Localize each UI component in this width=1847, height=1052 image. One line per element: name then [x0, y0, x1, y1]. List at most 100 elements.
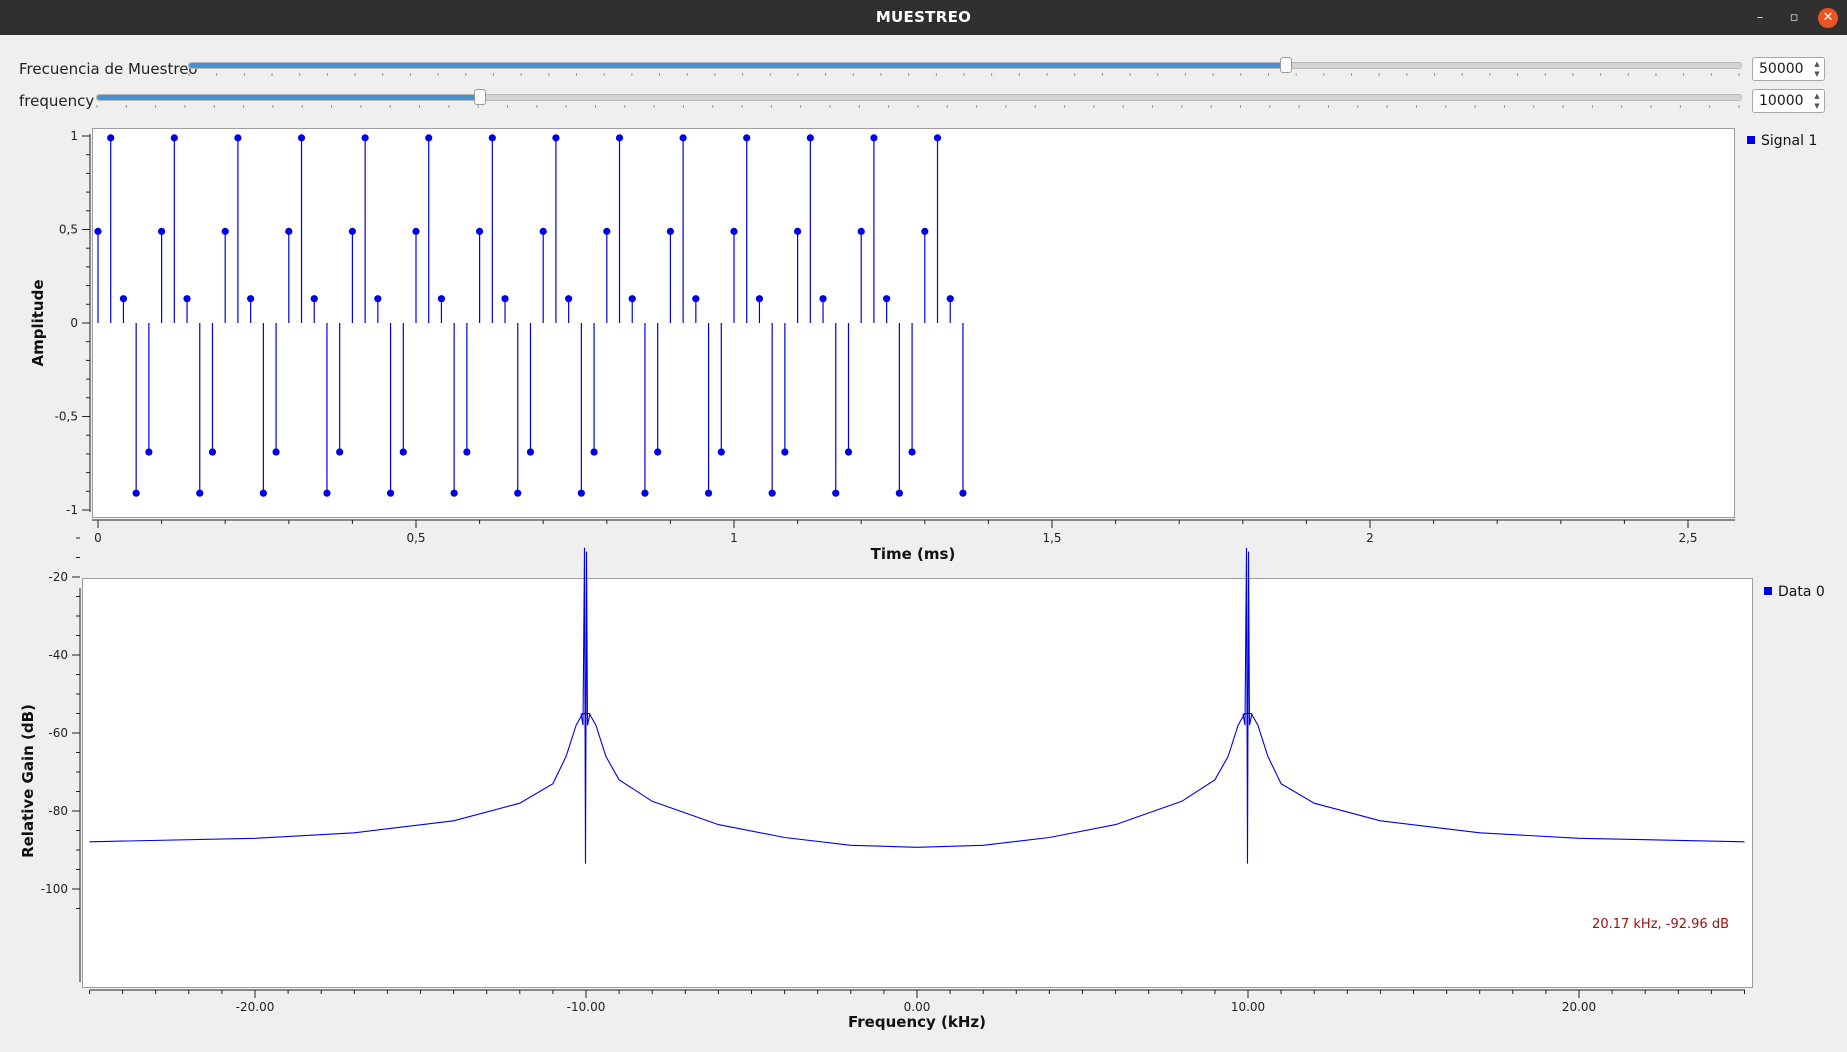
legend-swatch: [1764, 587, 1772, 595]
x-tick-label: 0.00: [904, 1000, 931, 1014]
spectrum-curve: [89, 712, 1745, 848]
stem-marker: [107, 134, 115, 142]
y-tick-label: -0,5: [55, 410, 78, 424]
stem-marker: [666, 227, 675, 235]
x-tick-label: 2,5: [1678, 531, 1697, 545]
stem-marker: [208, 448, 217, 456]
frequency-slider-ticks: [96, 105, 1740, 108]
stem-marker: [145, 448, 153, 456]
sampling-rate-slider[interactable]: [188, 57, 1742, 73]
stem-marker: [361, 134, 369, 142]
legend-label-signal-1: Signal 1: [1761, 133, 1818, 149]
y-tick-label: 0,5: [59, 223, 78, 237]
stem-marker: [170, 134, 178, 142]
stem-marker: [234, 134, 242, 142]
freq-plot-legend[interactable]: Data 0: [1764, 584, 1825, 600]
sampling-rate-slider-handle[interactable]: [1280, 57, 1293, 73]
x-tick-label: 1: [730, 531, 738, 545]
title-bar: MUESTREO – ▫ ✕: [0, 0, 1847, 35]
stem-marker: [603, 227, 611, 235]
stem-marker: [844, 448, 853, 456]
stem-marker: [692, 295, 700, 303]
stem-marker: [386, 489, 395, 497]
stem-marker: [819, 295, 827, 303]
stem-marker: [514, 489, 522, 497]
stem-marker: [679, 134, 687, 142]
stem-marker: [806, 134, 814, 142]
y-axis-title: Relative Gain (dB): [19, 704, 37, 858]
x-tick-label: 0: [94, 531, 102, 545]
stem-marker: [476, 227, 484, 235]
stem-marker: [883, 295, 891, 303]
freq-plot-canvas[interactable]: [82, 578, 1753, 988]
stem-marker: [577, 489, 585, 497]
spin-arrows-icon[interactable]: ▲ ▼: [1814, 92, 1820, 110]
stem-marker: [717, 448, 725, 456]
stem-marker: [247, 295, 255, 303]
sampling-rate-value[interactable]: 50000: [1759, 61, 1804, 77]
stem-marker: [488, 134, 496, 142]
stem-marker: [183, 295, 191, 303]
stem-marker: [323, 489, 331, 497]
stem-marker: [297, 134, 306, 142]
stem-marker: [552, 134, 560, 142]
stem-marker: [272, 448, 280, 456]
stem-marker: [781, 448, 789, 456]
stem-marker: [704, 489, 713, 497]
legend-label-data-0: Data 0: [1778, 584, 1825, 600]
y-axis-title: Amplitude: [29, 279, 47, 366]
stem-marker: [501, 295, 509, 303]
stem-marker: [946, 295, 954, 303]
time-plot-legend[interactable]: Signal 1: [1747, 133, 1817, 149]
spectrum-peak: [1242, 547, 1253, 864]
y-tick-label: 1: [70, 129, 78, 143]
sampling-rate-spinbox[interactable]: 50000 ▲ ▼: [1752, 57, 1825, 81]
stem-marker: [399, 448, 407, 456]
x-axis-title: Time (ms): [871, 545, 956, 563]
y-tick-label: -80: [48, 804, 68, 818]
x-tick-label: 2: [1366, 531, 1374, 545]
stem-marker: [857, 227, 865, 235]
maximize-icon[interactable]: ▫: [1789, 10, 1799, 25]
sampling-rate-label: Frecuencia de Muestreo: [19, 60, 198, 78]
stem-marker: [158, 227, 166, 235]
stem-marker: [94, 227, 102, 235]
y-tick-label: -1: [66, 503, 78, 517]
stem-marker: [450, 489, 458, 497]
stem-marker: [119, 295, 128, 303]
frequency-value[interactable]: 10000: [1759, 93, 1804, 109]
stem-marker: [463, 448, 471, 456]
stem-marker: [768, 489, 776, 497]
frequency-label: frequency: [19, 92, 95, 110]
minimize-icon[interactable]: –: [1756, 10, 1764, 25]
stem-marker: [425, 134, 433, 142]
stem-marker: [615, 134, 624, 142]
y-tick-label: 0: [70, 316, 78, 330]
stem-marker: [348, 227, 356, 235]
marker-readout: 20.17 kHz, -92.96 dB: [1592, 917, 1729, 932]
stem-marker: [628, 295, 636, 303]
y-tick-label: -60: [48, 726, 68, 740]
stem-marker: [895, 489, 903, 497]
close-icon[interactable]: ✕: [1818, 8, 1838, 28]
y-tick-label: -40: [48, 648, 68, 662]
spin-arrows-icon[interactable]: ▲ ▼: [1814, 60, 1820, 78]
stem-marker: [832, 489, 840, 497]
frequency-slider-fill: [97, 95, 481, 100]
stem-marker: [196, 489, 204, 497]
stem-marker: [730, 227, 738, 235]
legend-swatch: [1747, 136, 1755, 144]
stem-marker: [959, 489, 967, 497]
stem-marker: [755, 295, 764, 303]
sampling-rate-slider-ticks: [188, 73, 1740, 76]
x-axis-title: Frequency (kHz): [848, 1013, 986, 1031]
x-tick-label: -10.00: [567, 1000, 606, 1014]
stem-marker: [132, 489, 140, 497]
frequency-slider-handle[interactable]: [474, 89, 487, 105]
window-title: MUESTREO: [875, 8, 972, 26]
frequency-slider[interactable]: [96, 89, 1742, 105]
frequency-spinbox[interactable]: 10000 ▲ ▼: [1752, 89, 1825, 113]
stem-marker: [259, 489, 267, 497]
stem-marker: [870, 134, 878, 142]
stem-marker: [743, 134, 751, 142]
